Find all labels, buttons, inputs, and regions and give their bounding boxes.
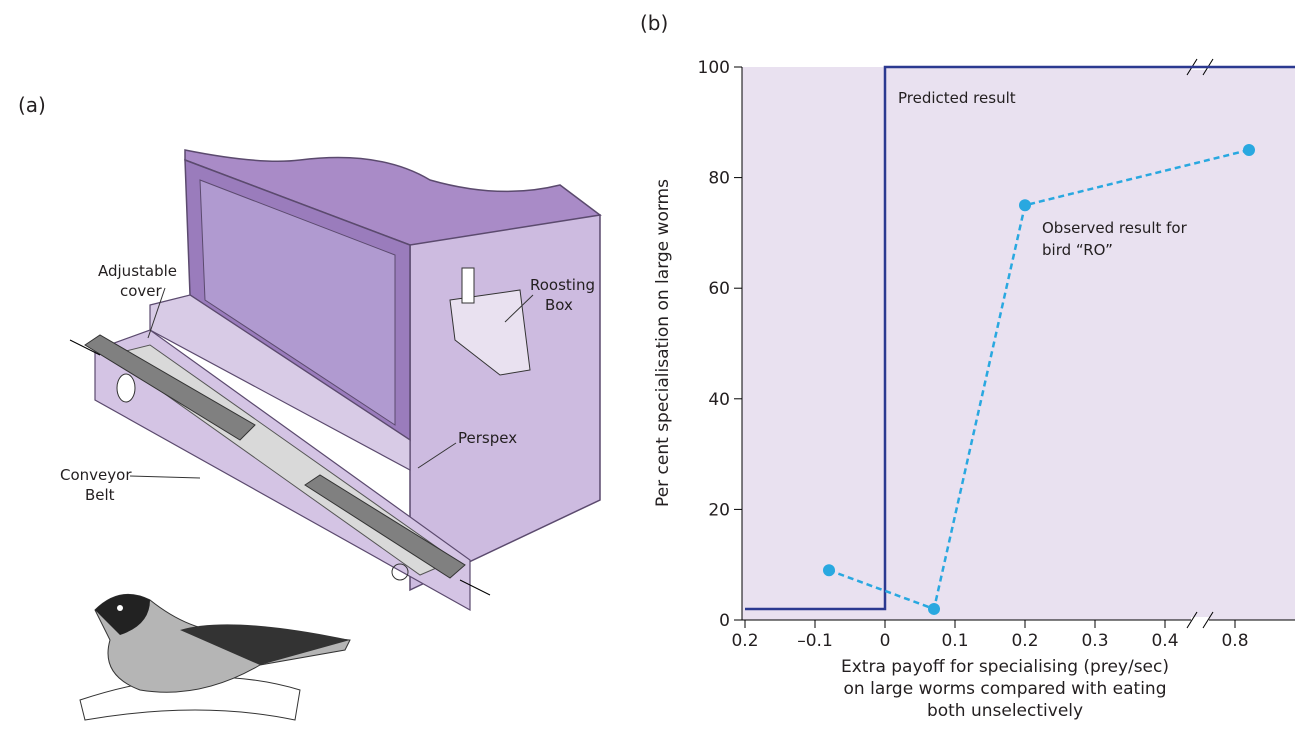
axis-break [1186, 611, 1198, 629]
x-tick-label: 0.2 [731, 631, 758, 651]
y-axis-label: Per cent specialisation on large worms [653, 179, 673, 507]
axis-break [1191, 617, 1209, 623]
x-tick-label: 0 [880, 631, 891, 651]
panel-label: (b) [640, 11, 668, 35]
x-tick-label: 0.8 [1221, 631, 1248, 651]
label: Belt [85, 486, 115, 504]
axis-break [1202, 611, 1214, 629]
annotation: Predicted result [898, 89, 1016, 107]
y-tick-label: 80 [708, 169, 730, 189]
label: Adjustable [98, 262, 177, 280]
x-tick-label: –0.1 [797, 631, 833, 651]
x-tick-label: 0.1 [941, 631, 968, 651]
label: Conveyor [60, 466, 132, 484]
panel-label: (a) [18, 93, 46, 117]
plot: 0 20 40 60 80 100 0.2 –0.1 0 0.1 0.2 0.3 0.4 0.8 Extra… [698, 58, 1295, 721]
x-axis-label: on large worms compared with eating [844, 679, 1167, 699]
data-point [823, 564, 835, 577]
label: Box [545, 296, 573, 314]
series-line [828, 148, 1250, 611]
x-tick-label: 0.3 [1081, 631, 1108, 651]
apparatus-diagram [69, 149, 602, 721]
label: Roosting [530, 276, 595, 294]
x-axis-label: both unselectively [927, 701, 1083, 721]
label: Perspex [458, 429, 517, 447]
label: cover [120, 282, 163, 300]
y-tick-label: 60 [708, 279, 730, 299]
series-line [745, 65, 1295, 611]
y-tick-label: 20 [708, 500, 730, 520]
y-tick-label: 0 [719, 611, 730, 631]
y-tick-label: 100 [698, 58, 730, 78]
x-tick-label: 0.2 [1011, 631, 1038, 651]
data-point [1243, 143, 1255, 156]
data-point [928, 602, 940, 615]
plot-background [742, 67, 1295, 620]
data-point [1019, 199, 1031, 212]
x-tick-label: 0.4 [1151, 631, 1178, 651]
y-tick-label: 40 [708, 390, 730, 410]
annotation: Observed result for [1042, 219, 1188, 237]
x-axis-label: Extra payoff for specialising (prey/sec) [841, 657, 1169, 677]
annotation: bird “RO” [1042, 241, 1113, 259]
